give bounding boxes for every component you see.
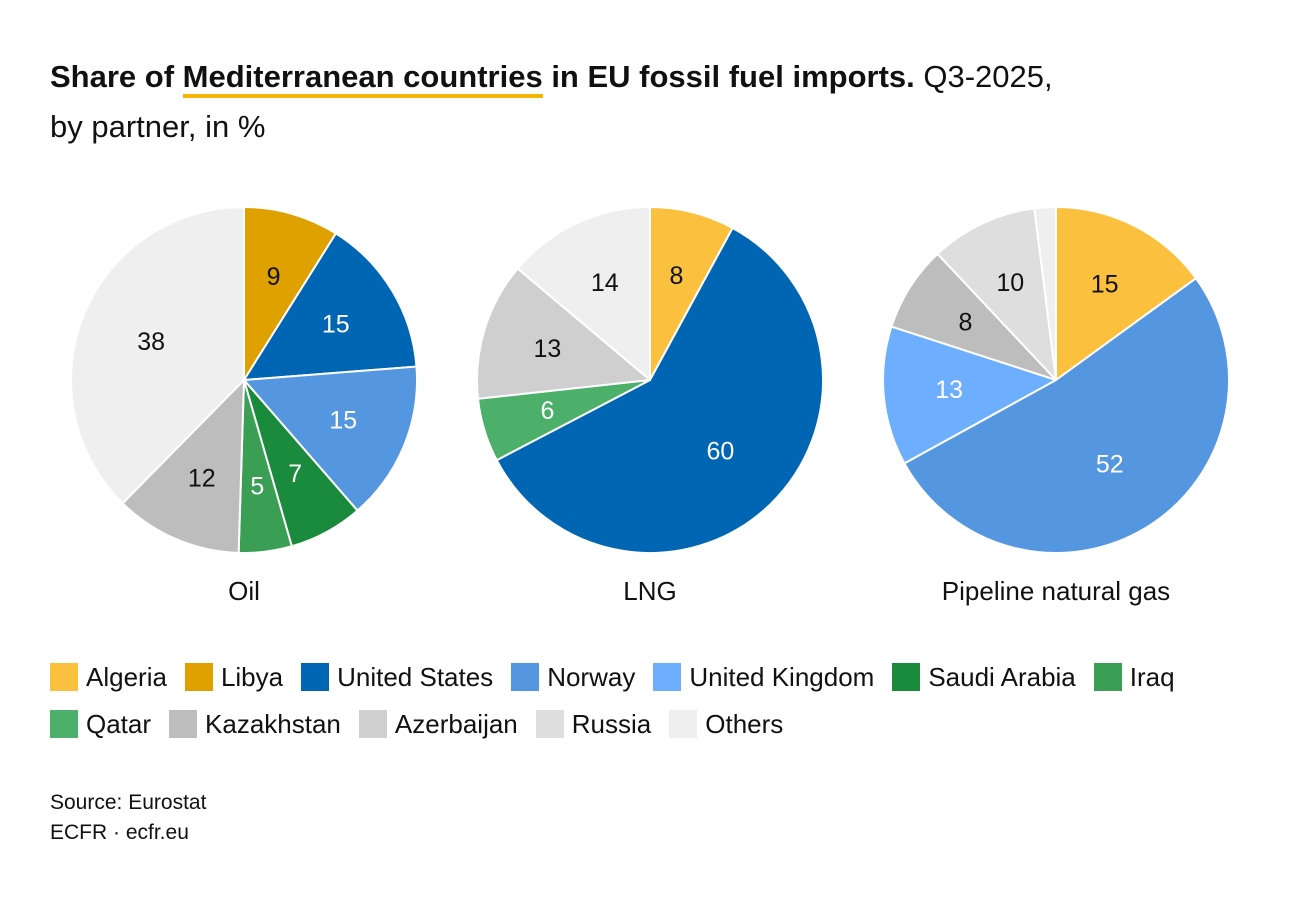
legend-row: Qatar Kazakhstan Azerbaijan Russia Others: [50, 705, 1270, 743]
slice-label-pipeline-natural-gas-russia: 10: [996, 269, 1024, 297]
legend: Algeria Libya United States Norway United Ki…: [50, 658, 1270, 752]
pie-caption-lng: LNG: [623, 576, 676, 606]
legend-label: United Kingdom: [689, 661, 875, 692]
slice-label-pipeline-natural-gas-kazakhstan: 8: [958, 309, 972, 337]
legend-item-others: Others: [669, 709, 783, 740]
pie-caption-oil: Oil: [228, 576, 260, 606]
legend-item-iraq: Iraq: [1093, 661, 1175, 693]
slice-oil-united-states: [243, 232, 418, 381]
legend-item-russia: Russia: [535, 708, 652, 740]
slice-label-oil-saudi-arabia: 7: [288, 460, 302, 488]
slice-label-oil-kazakhstan: 12: [188, 465, 216, 493]
pie-pipeline-natural-gas: 15 52 13 8 10 Pipeline natural gas: [882, 205, 1231, 606]
slice-label-lng-united-states: 60: [706, 438, 734, 466]
slice-label-oil-others: 38: [137, 328, 165, 356]
title-highlight: Mediterranean countries: [182, 59, 543, 98]
legend-item-norway: Norway: [511, 662, 635, 693]
slice-label-oil-united-states: 15: [322, 311, 350, 339]
legend-item-qatar: Qatar: [50, 709, 151, 740]
legend-swatch: [653, 663, 682, 691]
slice-label-lng-qatar: 6: [540, 397, 554, 425]
legend-item-kazakhstan: Kazakhstan: [169, 709, 341, 740]
chart-title: Share of Mediterranean countries in EU f…: [50, 55, 1260, 149]
slice-lng-azerbaijan: [476, 267, 651, 400]
slice-lng-others: [516, 206, 651, 381]
legend-label: Azerbaijan: [394, 708, 518, 739]
legend-swatch: [184, 663, 213, 691]
pie-lng: 8 60 6 13 14 LNG: [476, 206, 825, 606]
slice-label-lng-algeria: 8: [669, 262, 683, 290]
legend-item-united-states: United States: [301, 662, 493, 693]
legend-swatch: [50, 663, 78, 691]
slice-oil-libya: [243, 206, 337, 381]
slice-pipeline-natural-gas-others: [1033, 205, 1057, 381]
legend-label: Iraq: [1129, 661, 1175, 692]
legend-swatch: [50, 710, 78, 738]
legend-label: Saudi Arabia: [928, 661, 1076, 692]
legend-swatch: [669, 710, 698, 738]
legend-item-libya: Libya: [184, 661, 284, 693]
slice-oil-norway: [243, 365, 418, 512]
credit-note: ECFR · ecfr.eu: [50, 821, 189, 844]
legend-swatch: [301, 663, 330, 691]
title-part-3: Q3-2025,: [914, 59, 1053, 94]
title-line-1: Share of Mediterranean countries in EU f…: [50, 55, 1260, 99]
legend-swatch: [892, 663, 921, 691]
legend-swatch: [511, 663, 540, 691]
legend-item-algeria: Algeria: [50, 662, 167, 693]
slice-label-oil-libya: 9: [267, 263, 281, 291]
slice-label-lng-azerbaijan: 13: [533, 335, 561, 363]
slice-pipeline-natural-gas-norway: [903, 277, 1231, 555]
legend-item-azerbaijan: Azerbaijan: [358, 708, 518, 740]
legend-label: Norway: [547, 661, 636, 692]
title-line-2: by partner, in %: [50, 109, 266, 144]
legend-label: United States: [337, 661, 494, 692]
legend-swatch: [1093, 663, 1122, 691]
legend-label: Russia: [571, 708, 652, 739]
slice-oil-kazakhstan: [121, 379, 245, 554]
slice-label-pipeline-natural-gas-algeria: 15: [1091, 270, 1119, 298]
legend-swatch: [358, 710, 387, 738]
legend-label: Qatar: [86, 708, 152, 739]
slice-label-oil-iraq: 5: [250, 472, 264, 500]
footer: Source: Eurostat ECFR · ecfr.eu: [50, 788, 206, 848]
legend-row: Algeria Libya United States Norway United Ki…: [50, 658, 1270, 696]
legend-label: Algeria: [86, 661, 167, 692]
slice-label-pipeline-natural-gas-norway: 52: [1096, 451, 1124, 479]
legend-label: Kazakhstan: [205, 708, 341, 739]
legend-label: Libya: [220, 661, 284, 692]
slice-pipeline-natural-gas-russia: [936, 207, 1057, 381]
slice-label-lng-others: 14: [591, 269, 619, 297]
slice-label-oil-norway: 15: [329, 407, 357, 435]
legend-swatch: [535, 710, 564, 738]
title-part-2: in EU fossil fuel imports.: [542, 59, 915, 94]
slice-pipeline-natural-gas-united-kingdom: [882, 325, 1057, 465]
title-part-1: Share of: [50, 59, 183, 94]
pie-oil: 9 15 15 75 12 38 Oil: [70, 206, 418, 606]
slice-label-pipeline-natural-gas-united-kingdom: 13: [935, 376, 963, 404]
legend-item-united-kingdom: United Kingdom: [653, 662, 874, 693]
slice-oil-others: [70, 206, 245, 505]
legend-item-saudi-arabia: Saudi Arabia: [892, 661, 1076, 693]
legend-label: Others: [705, 708, 784, 739]
pie-charts: 9 15 15 75 12 38 Oil 8 60 6 13 14 LNG 15 52 13 8 10 Pipeli…: [70, 205, 1231, 606]
slice-pipeline-natural-gas-algeria: [1055, 206, 1197, 381]
legend-swatch: [169, 710, 198, 738]
source-note: Source: Eurostat: [50, 791, 207, 814]
pie-caption-pipeline-natural-gas: Pipeline natural gas: [942, 576, 1170, 606]
slice-lng-united-states: [495, 226, 825, 554]
